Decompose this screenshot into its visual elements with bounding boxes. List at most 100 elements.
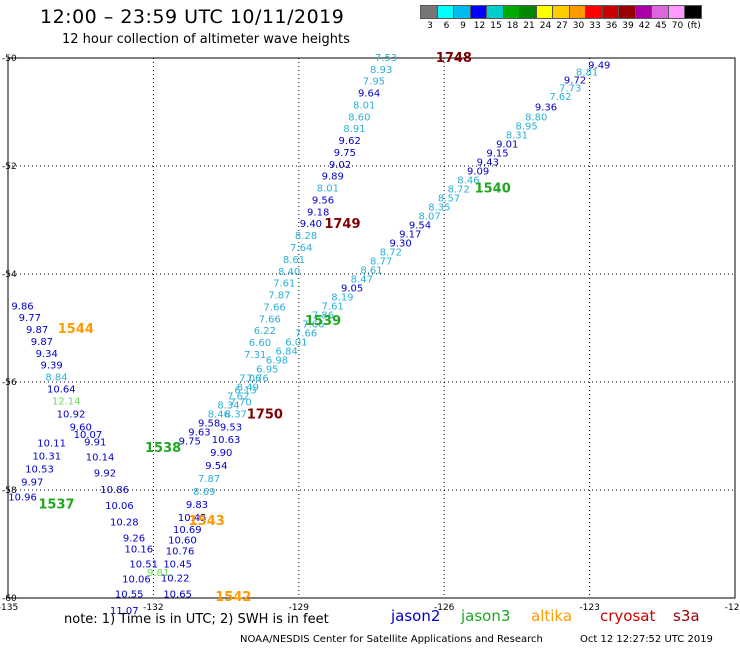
wave-height-value: 10.76 (166, 546, 195, 557)
mission-jason3: jason3 (461, 607, 511, 625)
legend-label: 45 (655, 21, 667, 31)
legend-label: 3 (427, 21, 433, 31)
x-tick-label: -123 (579, 603, 599, 613)
page-subtitle: 12 hour collection of altimeter wave hei… (62, 32, 350, 47)
wave-height-value: 10.06 (122, 575, 151, 586)
wave-height-value: 9.75 (334, 148, 356, 159)
wave-height-value: 9.63 (188, 428, 210, 439)
wave-height-value: 9.01 (496, 139, 518, 150)
footer-timestamp: Oct 12 12:27:52 UTC 2019 (580, 634, 713, 645)
wave-height-value: 7.62 (227, 392, 249, 403)
wave-height-value: 10.92 (57, 409, 86, 420)
y-tick-label: -52 (2, 162, 17, 172)
wave-height-value: 8.47 (351, 274, 373, 285)
wave-height-value: 10.16 (125, 544, 154, 555)
wave-height-value: 8.49 (237, 382, 259, 393)
x-tick-label: -132 (143, 603, 163, 613)
legend-label: (ft) (687, 21, 701, 31)
wave-height-value: 10.14 (86, 453, 115, 464)
wave-height-value: 9.30 (389, 239, 411, 250)
wave-height-value: 9.43 (477, 158, 499, 169)
wave-height-value: 10.31 (32, 451, 61, 462)
note-text: note: 1) Time is in UTC; 2) SWH is in fe… (64, 612, 329, 627)
wave-height-value: 9.89 (322, 172, 344, 183)
wave-height-value: 8.80 (525, 112, 547, 123)
mission-s3a: s3a (673, 607, 700, 625)
wave-height-value: 7.95 (363, 77, 385, 88)
pass-time-label: 1542 (215, 590, 251, 605)
wave-height-value: 10.28 (110, 517, 139, 528)
y-tick-label: -58 (2, 486, 17, 496)
wave-height-value: 9.17 (399, 230, 421, 241)
wave-height-value: 10.64 (47, 384, 76, 395)
wave-height-value: 8.81 (576, 68, 598, 79)
wave-height-value: 10.69 (173, 525, 202, 536)
wave-height-value: 8.46 (208, 409, 230, 420)
mission-jason2: jason2 (391, 607, 441, 625)
wave-height-value: 8.01 (317, 184, 339, 195)
wave-height-value: 8.28 (295, 231, 317, 242)
wave-height-value: 8.31 (506, 131, 528, 142)
wave-height-value: 9.87 (26, 325, 48, 336)
wave-height-value: 7.66 (295, 328, 317, 339)
wave-height-value: 10.51 (129, 559, 158, 570)
wave-height-value: 8.35 (428, 203, 450, 214)
legend-swatches (420, 5, 702, 19)
wave-height-value: 7.66 (263, 302, 285, 313)
wave-height-value: 11.07 (110, 606, 139, 617)
wave-height-value: 10.65 (163, 590, 192, 601)
wave-height-value: 9.18 (307, 207, 329, 218)
x-tick-label: -120 (725, 603, 740, 613)
wave-height-value: 7.62 (549, 92, 571, 103)
wave-height-value: 9.75 (179, 436, 201, 447)
wave-height-value: 9.92 (94, 469, 116, 480)
pass-time-label: 1540 (475, 182, 511, 197)
wave-height-value: 8.19 (331, 293, 353, 304)
wave-height-value: 6.98 (266, 355, 288, 366)
wave-height-value: 10.63 (212, 435, 241, 446)
wave-height-value: 9.81 (147, 568, 169, 579)
wave-height-value: 7.87 (268, 291, 290, 302)
wave-height-value: 7.31 (244, 350, 266, 361)
legend-label: 70 (671, 21, 684, 31)
wave-height-value: 9.26 (123, 534, 145, 545)
pass-time-label: 1748 (436, 51, 472, 66)
wave-height-value: 9.36 (535, 103, 557, 114)
wave-height-value: 9.09 (467, 166, 489, 177)
wave-height-value: 8.61 (360, 266, 382, 277)
legend-label: 18 (506, 21, 519, 31)
wave-height-value: 9.72 (564, 76, 586, 87)
wave-height-value: 10.60 (168, 536, 197, 547)
legend-swatch (684, 5, 702, 19)
wave-height-value: 6.95 (256, 365, 278, 376)
pass-time-label: 1537 (38, 498, 74, 513)
wave-height-value: 10.55 (115, 590, 144, 601)
wave-height-value: 8.40 (278, 267, 300, 278)
pass-time-label: 1539 (305, 314, 341, 329)
wave-height-value: 7.64 (290, 243, 312, 254)
wave-height-value: 9.60 (70, 422, 92, 433)
wave-height-value: 9.97 (21, 477, 43, 488)
legend-label: 36 (605, 21, 618, 31)
wave-height-value: 6.84 (276, 347, 298, 358)
wave-height-value: 8.95 (515, 122, 537, 133)
legend-label: 9 (460, 21, 466, 31)
y-tick-label: -60 (2, 594, 17, 604)
wave-height-value: 8.60 (348, 112, 370, 123)
y-tick-label: -54 (2, 270, 17, 280)
wave-height-value: 12.14 (52, 396, 81, 407)
wave-height-value: 9.83 (186, 500, 208, 511)
mission-cryosat: cryosat (600, 607, 656, 625)
wave-height-color-legend: 3 6 9 12 15 18 21 24 27 30 33 36 39 42 45 70 (ft) (420, 5, 702, 33)
wave-height-value: 6.01 (285, 338, 307, 349)
wave-height-value: 8.72 (448, 185, 470, 196)
wave-height-value: 10.45 (178, 513, 207, 524)
wave-height-value: 6.22 (254, 326, 276, 337)
pass-time-label: 1750 (247, 407, 283, 422)
wave-height-value: 8.01 (353, 100, 375, 111)
wave-height-value: 9.56 (312, 195, 334, 206)
wave-height-value: 8.69 (193, 487, 215, 498)
wave-height-value: 6.13 (234, 386, 256, 397)
wave-height-value: 9.58 (198, 419, 220, 430)
